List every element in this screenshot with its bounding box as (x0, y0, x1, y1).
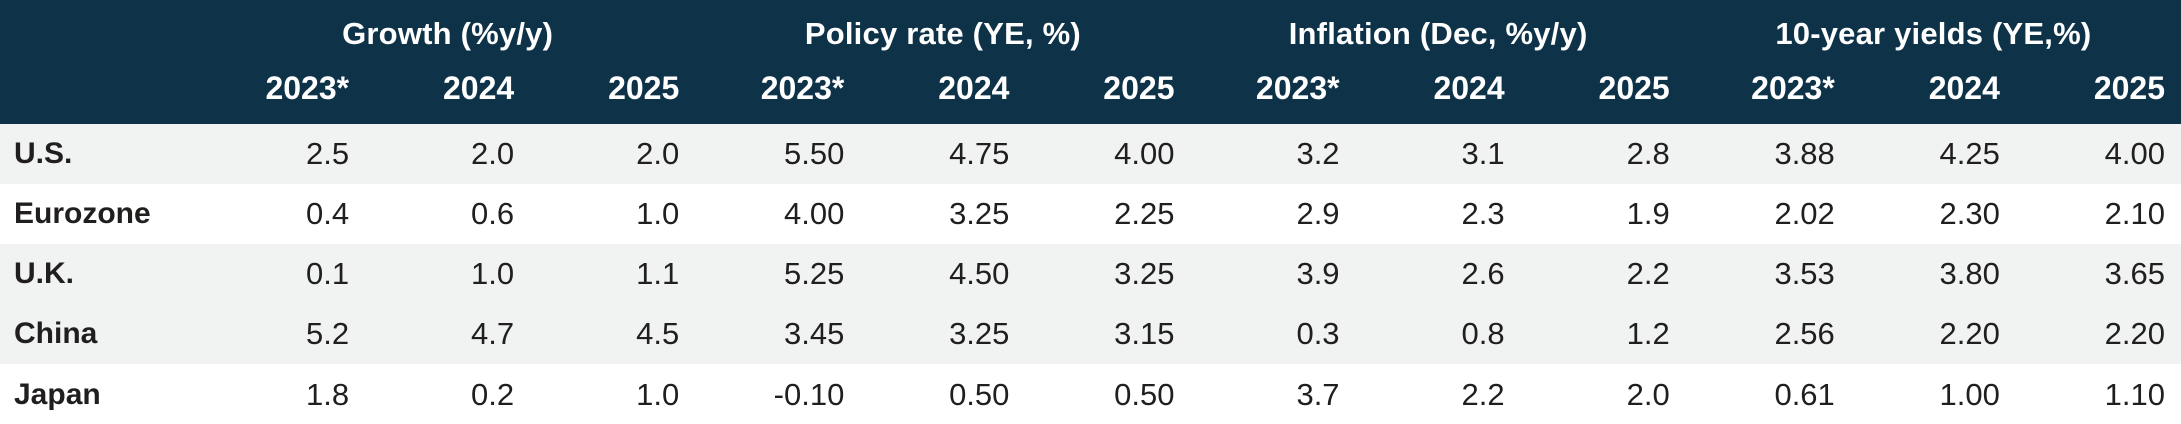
value-cell: 2.3 (1461, 196, 1505, 231)
value-cell: 3.80 (1939, 256, 2000, 291)
year-header-row: 2023* 2024 2025 2023* 2024 2025 2023* 2024 2025 2… (0, 62, 2181, 124)
group-header-row: Growth (%y/y) Policy rate (YE, %) Inflatio… (0, 0, 2181, 124)
value-cell: 2.0 (471, 136, 515, 171)
value-cell: 2.5 (305, 136, 350, 171)
value-cell: 4.7 (471, 316, 515, 351)
value-cell: 4.00 (2104, 136, 2165, 171)
value-cell: 2.0 (1626, 376, 1670, 412)
value-cell: 0.6 (471, 196, 515, 231)
value-cell: 5.25 (783, 256, 845, 291)
value-cell: 2.2 (1461, 376, 1505, 412)
value-cell: 2.30 (1939, 196, 2000, 231)
value-cell: 3.25 (949, 316, 1010, 351)
value-cell: 3.65 (2104, 256, 2165, 291)
value-cell: 0.50 (1114, 376, 1175, 412)
table-row-eurozone: Eurozone 0.4 0.6 1.0 4.00 3.25 2.25 2.9 2.3 1.9 2.… (0, 184, 2181, 244)
value-cell: -0.10 (773, 376, 845, 412)
value-cell: 1.00 (1939, 376, 2000, 412)
value-cell: 1.8 (305, 376, 350, 412)
corner-cell (0, 0, 200, 124)
value-cell: 2.6 (1461, 256, 1505, 291)
value-cell: 2.25 (1114, 196, 1175, 231)
table-body: U.S. 2.5 2.0 2.0 5.50 4.75 4.00 3.2 3.1 2.8 3.88 4.… (0, 124, 2181, 424)
year-header-policy-rate: 2025 (1025, 62, 1191, 124)
row-label: Japan (14, 377, 101, 411)
value-cell: 4.5 (636, 316, 680, 351)
table-row-uk: U.K. 0.1 1.0 1.1 5.25 4.50 3.25 3.9 2.6 2.2 3.53 3.… (0, 244, 2181, 304)
table-row-us: U.S. 2.5 2.0 2.0 5.50 4.75 4.00 3.2 3.1 2.8 3.88 4.… (0, 124, 2181, 184)
value-cell: 3.88 (1774, 136, 1835, 171)
year-header-inflation: 2024 (1355, 62, 1521, 124)
value-cell: 3.7 (1296, 376, 1340, 412)
value-cell: 0.3 (1296, 316, 1340, 351)
value-cell: 1.0 (471, 256, 515, 291)
value-cell: 3.45 (783, 316, 845, 351)
column-group-growth: Growth (%y/y) (200, 0, 696, 62)
value-cell: 0.4 (305, 196, 350, 231)
value-cell: 1.1 (636, 256, 680, 291)
value-cell: 0.61 (1774, 376, 1835, 412)
value-cell: 3.53 (1774, 256, 1835, 291)
value-cell: 3.25 (949, 196, 1010, 231)
column-group-policy-rate: Policy rate (YE, %) (695, 0, 1191, 62)
row-label: China (14, 317, 98, 350)
year-header-inflation: 2025 (1520, 62, 1686, 124)
value-cell: 0.50 (949, 376, 1010, 412)
value-cell: 1.2 (1626, 316, 1670, 351)
value-cell: 2.02 (1774, 196, 1835, 231)
value-cell: 1.9 (1626, 196, 1670, 231)
value-cell: 2.10 (2104, 196, 2165, 231)
value-cell: 4.00 (1114, 136, 1175, 171)
value-cell: 1.0 (636, 376, 680, 412)
value-cell: 2.20 (2104, 316, 2165, 351)
value-cell: 0.2 (471, 376, 515, 412)
year-header-growth: 2023* (200, 62, 366, 124)
row-label: Eurozone (14, 197, 151, 230)
table-row-japan: Japan 1.8 0.2 1.0 -0.10 0.50 0.50 3.7 2.2 2.0 0.61… (0, 364, 2181, 424)
table-header: Growth (%y/y) Policy rate (YE, %) Inflatio… (0, 0, 2181, 124)
year-header-ten-year-yields: 2023* (1685, 62, 1851, 124)
value-cell: 2.8 (1626, 136, 1670, 171)
table-row-china: China 5.2 4.7 4.5 3.45 3.25 3.15 0.3 0.8 1.2 2.56 2… (0, 304, 2181, 364)
value-cell: 1.0 (636, 196, 680, 231)
row-label: U.S. (14, 137, 73, 170)
value-cell: 5.2 (305, 316, 350, 351)
value-cell: 3.25 (1114, 256, 1175, 291)
value-cell: 3.15 (1114, 316, 1175, 351)
year-header-growth: 2025 (530, 62, 696, 124)
year-header-policy-rate: 2024 (860, 62, 1026, 124)
row-label: U.K. (14, 257, 74, 290)
value-cell: 2.2 (1626, 256, 1670, 291)
value-cell: 4.75 (949, 136, 1010, 171)
value-cell: 4.50 (949, 256, 1010, 291)
value-cell: 3.9 (1296, 256, 1340, 291)
column-group-inflation: Inflation (Dec, %y/y) (1190, 0, 1686, 62)
value-cell: 4.00 (783, 196, 845, 231)
value-cell: 2.20 (1939, 316, 2000, 351)
value-cell: 0.8 (1461, 316, 1505, 351)
value-cell: 2.9 (1296, 196, 1340, 231)
value-cell: 2.0 (636, 136, 680, 171)
year-header-ten-year-yields: 2024 (1850, 62, 2016, 124)
value-cell: 5.50 (783, 136, 845, 171)
year-header-ten-year-yields: 2025 (2015, 62, 2181, 124)
value-cell: 1.10 (2104, 376, 2165, 412)
value-cell: 0.1 (305, 256, 350, 291)
value-cell: 3.1 (1461, 136, 1505, 171)
year-header-inflation: 2023* (1190, 62, 1356, 124)
column-group-ten-year-yields: 10-year yields (YE,%) (1685, 0, 2181, 62)
value-cell: 4.25 (1939, 136, 2000, 171)
year-header-policy-rate: 2023* (695, 62, 861, 124)
value-cell: 2.56 (1774, 316, 1835, 351)
value-cell: 3.2 (1296, 136, 1340, 171)
year-header-growth: 2024 (365, 62, 531, 124)
